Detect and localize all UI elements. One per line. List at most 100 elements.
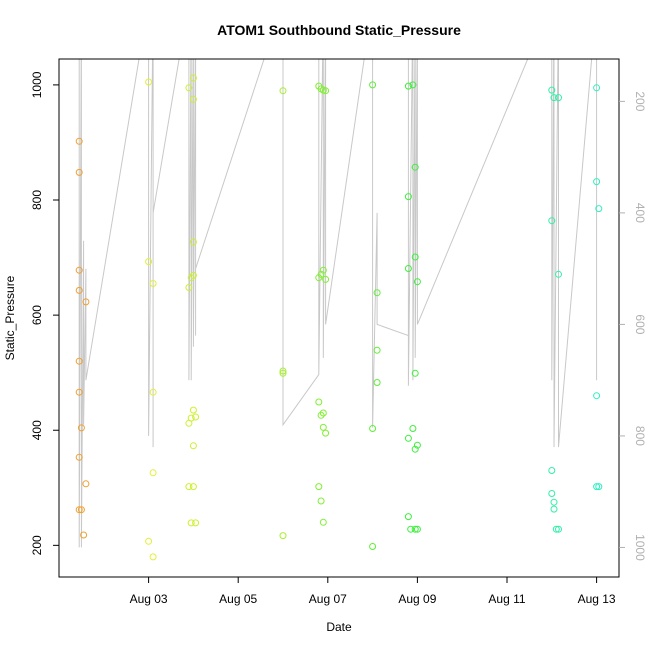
data-point — [185, 84, 193, 92]
data-point — [407, 525, 415, 533]
data-point — [189, 238, 197, 246]
data-point — [185, 483, 193, 491]
data-point — [409, 425, 417, 432]
data-point — [411, 445, 419, 453]
data-point — [317, 270, 325, 278]
y-tick-label: 600 — [30, 305, 44, 325]
data-point — [548, 86, 556, 94]
series-6 — [404, 81, 421, 533]
data-point — [189, 483, 197, 491]
series-5 — [369, 81, 381, 550]
data-point — [185, 284, 193, 291]
x-tick-label: Aug 03 — [130, 592, 168, 606]
data-point — [409, 81, 417, 89]
right-tick-label: 400 — [633, 203, 647, 223]
data-point — [550, 94, 558, 102]
series-2 — [185, 74, 200, 527]
data-point — [369, 81, 377, 89]
data-point — [404, 82, 412, 90]
data-point — [595, 483, 603, 491]
data-point — [75, 388, 83, 396]
x-axis: Aug 03 Aug 05 Aug 07 Aug 09 Aug 11 Aug 13 — [130, 577, 616, 606]
series-7 — [548, 86, 562, 533]
data-point — [411, 369, 419, 377]
series-0 — [75, 137, 90, 539]
data-point — [548, 467, 556, 474]
data-point — [413, 441, 421, 449]
data-point — [75, 453, 83, 461]
data-point — [145, 258, 153, 266]
data-point — [189, 95, 197, 103]
data-point — [369, 543, 377, 550]
chart-title: ATOM1 Southbound Static_Pressure — [217, 22, 461, 38]
data-point — [411, 525, 419, 533]
x-tick-label: Aug 07 — [309, 592, 347, 606]
data-point — [145, 78, 153, 86]
data-point — [189, 271, 197, 279]
data-point — [555, 270, 562, 278]
x-tick-label: Aug 11 — [488, 592, 525, 606]
data-point — [373, 346, 381, 354]
data-point — [192, 413, 200, 421]
right-axis: 200 400 600 800 1000 — [619, 91, 647, 561]
data-point — [593, 483, 601, 491]
data-point — [149, 388, 157, 396]
data-point — [552, 525, 560, 533]
series-1 — [145, 78, 157, 561]
data-point — [192, 519, 200, 527]
data-point — [80, 531, 88, 539]
right-tick-label: 600 — [633, 314, 647, 334]
data-point — [77, 506, 85, 514]
secondary-trace-line — [78, 59, 598, 548]
data-point — [75, 506, 83, 514]
data-point — [404, 265, 412, 272]
data-point — [411, 163, 419, 171]
data-point — [413, 525, 421, 533]
data-point — [315, 483, 323, 491]
series-3 — [279, 87, 287, 540]
data-point — [593, 392, 601, 400]
data-point — [279, 367, 287, 375]
data-point — [369, 425, 377, 432]
data-point — [75, 168, 83, 176]
y-axis-label: Static_Pressure — [3, 275, 17, 360]
x-tick-label: Aug 13 — [578, 592, 616, 606]
data-point — [550, 505, 558, 513]
secondary-trace-layer — [78, 59, 598, 548]
y-tick-label: 1000 — [30, 71, 44, 98]
data-point — [322, 87, 330, 95]
data-point — [319, 409, 327, 417]
data-point — [322, 275, 330, 283]
right-tick-label: 800 — [633, 426, 647, 446]
data-point — [149, 280, 157, 287]
data-point — [404, 513, 412, 521]
data-point — [75, 266, 83, 274]
data-point — [319, 518, 327, 526]
data-point — [189, 74, 197, 82]
x-tick-label: Aug 05 — [219, 592, 257, 606]
data-point — [550, 498, 558, 506]
data-point — [593, 178, 601, 186]
data-point — [149, 469, 157, 477]
data-point — [319, 423, 327, 431]
data-point — [75, 357, 83, 365]
data-point — [75, 137, 83, 145]
data-point — [187, 274, 195, 282]
data-point — [404, 434, 412, 442]
data-point — [189, 406, 197, 414]
data-point — [555, 525, 562, 533]
data-point — [82, 480, 90, 488]
data-point — [411, 253, 419, 261]
y-tick-label: 800 — [30, 190, 44, 210]
y-tick-label: 400 — [30, 420, 44, 440]
plot-frame — [58, 58, 620, 578]
x-tick-label: Aug 09 — [398, 592, 436, 606]
right-tick-label: 200 — [633, 91, 647, 111]
y-axis: 200 400 600 800 1000 — [30, 71, 59, 555]
data-point — [82, 298, 90, 306]
data-point — [413, 278, 421, 286]
data-point — [189, 442, 197, 450]
data-point — [187, 414, 195, 422]
data-point — [593, 84, 601, 92]
